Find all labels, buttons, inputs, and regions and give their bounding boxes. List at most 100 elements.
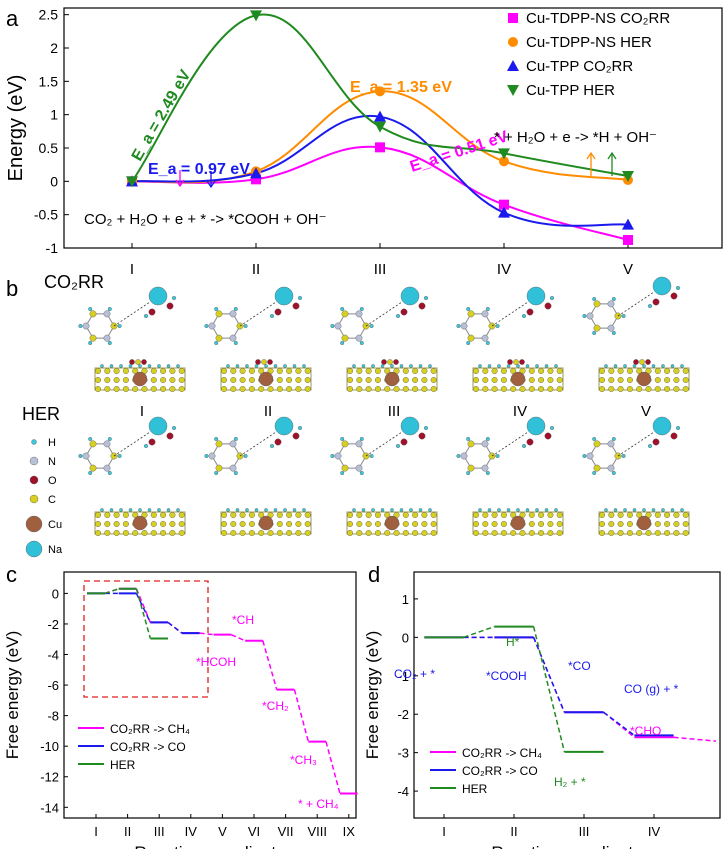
intermediate-label-c: *CH	[232, 613, 254, 627]
intermediate-label-d: H*	[506, 635, 520, 649]
ring-atom	[215, 464, 223, 472]
slab-c-atom	[239, 367, 246, 374]
slab-c-atom	[248, 511, 255, 518]
ring-h-atom	[456, 453, 461, 458]
legend-label-b: Na	[48, 544, 63, 556]
ring-atom	[229, 440, 237, 448]
slab-c-atom	[104, 511, 111, 518]
ring-h-atom	[233, 470, 238, 475]
slab-c-atom	[673, 530, 680, 537]
slab-h-atom	[680, 364, 684, 368]
ea-annotation: E_a = 1.35 eV	[350, 79, 452, 96]
ring-atom	[355, 334, 363, 342]
ring-atom	[481, 464, 489, 472]
h-bond	[617, 431, 655, 457]
o-atom	[670, 292, 678, 300]
slab-h-atom	[100, 508, 104, 512]
xtick-label-c: VI	[248, 824, 260, 839]
ring-h-atom	[495, 453, 500, 458]
o-atom	[418, 432, 426, 440]
ring-atom	[215, 310, 223, 318]
slab-h-atom	[283, 508, 287, 512]
slab-c-atom	[682, 385, 689, 392]
arrow-head	[175, 179, 185, 188]
slab-h-atom	[525, 364, 530, 368]
slab-c-atom	[122, 511, 129, 518]
slab-h-atom	[525, 508, 530, 512]
o-atom	[652, 438, 660, 446]
slab-c-atom	[608, 520, 615, 527]
slab-c-atom	[654, 376, 661, 383]
slab-c-atom	[295, 367, 302, 374]
slab-frame	[472, 511, 564, 535]
ring-atom	[334, 452, 342, 460]
o-atom	[148, 438, 156, 446]
connector-c	[135, 593, 152, 623]
slab-c-atom	[500, 385, 507, 392]
na-atom	[652, 276, 672, 296]
slab-c-atom	[500, 367, 507, 374]
ring-h-atom	[592, 470, 597, 475]
x-axis-label-c: Reaction coordinate	[134, 843, 285, 849]
x-axis-label-d: Reaction coordinate	[491, 843, 642, 849]
ring-h-atom	[214, 340, 219, 345]
slab-h-atom	[352, 364, 356, 368]
data-point-a	[499, 199, 509, 210]
connector-c	[167, 621, 183, 634]
slab-c-atom	[556, 530, 563, 537]
slab-h-atom	[273, 508, 278, 512]
co2-o-atom	[255, 359, 261, 365]
slab-h-atom	[544, 508, 549, 512]
slab-c-atom	[538, 367, 545, 374]
h-bond	[491, 301, 529, 327]
ytick-label-a: 1	[50, 107, 58, 123]
slab-h-atom	[302, 508, 306, 512]
xtick-label-c: II	[124, 824, 131, 839]
ring-h-atom	[485, 340, 490, 345]
slab-c-atom	[608, 530, 615, 537]
o-atom	[544, 302, 552, 310]
equation-her: * + H₂O + e -> *H + OH⁻	[494, 129, 657, 146]
slab-c-atom	[538, 530, 545, 537]
connector-c	[325, 741, 341, 794]
slab-c-atom	[402, 520, 409, 527]
slab-c-atom	[473, 376, 480, 383]
slab-c-atom	[113, 511, 120, 518]
ring-h-atom	[107, 470, 112, 475]
slab-c-atom	[230, 385, 237, 392]
ring-atom	[607, 300, 615, 308]
legend-label-c: HER	[110, 758, 136, 772]
h-atom	[396, 443, 401, 448]
slab-c-atom	[169, 520, 176, 527]
connector-c	[199, 632, 214, 636]
slab-c-atom	[160, 530, 167, 537]
slab-h-atom	[128, 508, 133, 512]
slab-c-atom	[169, 376, 176, 383]
ring-atom	[460, 322, 468, 330]
slab-h-atom	[147, 508, 152, 512]
slab-c-atom	[267, 385, 274, 392]
slab-c-atom	[682, 520, 689, 527]
ring-h-atom	[369, 453, 374, 458]
ring-h-atom	[466, 307, 471, 312]
ring-atom	[89, 334, 97, 342]
slab-c-atom	[664, 511, 671, 518]
na-atom	[400, 286, 420, 306]
state-label-b: I	[140, 403, 144, 420]
connector-d	[603, 711, 635, 738]
h-atom	[648, 304, 653, 309]
co2-o-atom	[267, 359, 273, 365]
ytick-label-d: 1	[402, 592, 409, 607]
slab-c-atom	[113, 385, 120, 392]
ytick-label-d: -2	[397, 707, 409, 722]
slab-c-atom	[113, 530, 120, 537]
slab-c-atom	[482, 367, 489, 374]
slab-c-atom	[473, 367, 480, 374]
ring-atom	[355, 464, 363, 472]
ytick-label-c: -10	[40, 739, 59, 754]
ring-h-atom	[485, 307, 490, 312]
slab-c-atom	[169, 511, 176, 518]
slab-c-atom	[412, 511, 419, 518]
slab-c-atom	[141, 385, 148, 392]
o-atom	[166, 432, 174, 440]
